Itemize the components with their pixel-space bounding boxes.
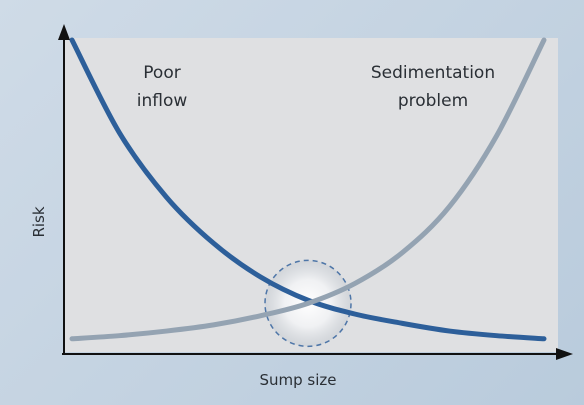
y-axis-label: Risk — [30, 206, 48, 237]
poor-inflow-curve — [69, 37, 547, 342]
y-axis-arrow-icon — [58, 24, 70, 40]
sedimentation-annotation: Sedimentation problem — [371, 63, 495, 111]
poor-inflow-label-line-1: Poor — [143, 63, 180, 83]
sedimentation-label-line-1: Sedimentation — [371, 63, 495, 83]
x-axis-arrow-icon — [556, 348, 573, 360]
sedimentation-label-line-2: problem — [398, 91, 468, 111]
sedimentation-curve — [69, 37, 547, 342]
poor-inflow-annotation: Poor inflow — [137, 63, 188, 111]
x-axis-label: Sump size — [259, 371, 336, 389]
poor-inflow-label-line-2: inflow — [137, 91, 188, 111]
